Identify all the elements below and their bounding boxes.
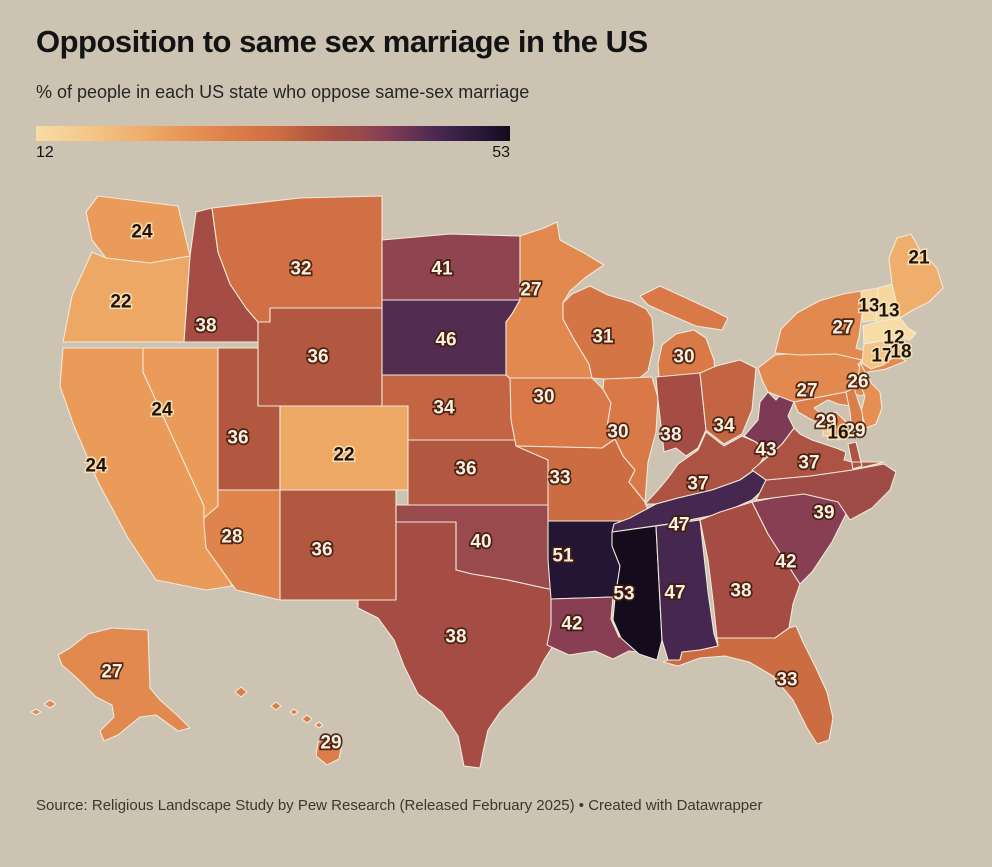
legend-min-label: 12: [36, 144, 54, 161]
state-florida[interactable]: [662, 625, 834, 745]
state-oregon[interactable]: [62, 251, 191, 343]
state-north-dakota[interactable]: [381, 233, 521, 301]
state-indiana[interactable]: [655, 372, 707, 457]
chart-subtitle: % of people in each US state who oppose …: [36, 82, 530, 102]
state-colorado[interactable]: [279, 405, 409, 491]
state-iowa[interactable]: [509, 377, 616, 449]
state-maryland[interactable]: [793, 391, 851, 441]
state-texas[interactable]: [357, 521, 567, 769]
state-hawaii[interactable]: [234, 686, 343, 766]
color-legend: 12 53: [36, 126, 510, 162]
state-delaware[interactable]: [845, 387, 865, 433]
state-ohio[interactable]: [699, 359, 757, 445]
chart-title: Opposition to same sex marriage in the U…: [36, 24, 648, 59]
state-maine[interactable]: [888, 233, 944, 319]
state-south-dakota[interactable]: [381, 299, 521, 376]
state-washington[interactable]: [85, 195, 191, 264]
state-louisiana[interactable]: [546, 596, 646, 660]
state-wyoming[interactable]: [257, 307, 383, 407]
legend-max-label: 53: [492, 144, 510, 161]
legend-gradient-bar: [36, 126, 510, 141]
state-vermont[interactable]: [860, 287, 879, 323]
state-illinois[interactable]: [602, 376, 659, 503]
state-new-mexico[interactable]: [279, 489, 397, 601]
source-footer: Source: Religious Landscape Study by Pew…: [36, 797, 763, 814]
state-alaska[interactable]: [30, 627, 191, 742]
state-rhode-island[interactable]: [888, 337, 904, 360]
state-district-of-columbia[interactable]: [822, 428, 831, 437]
state-wisconsin[interactable]: [562, 285, 655, 382]
state-new-jersey[interactable]: [857, 361, 883, 429]
